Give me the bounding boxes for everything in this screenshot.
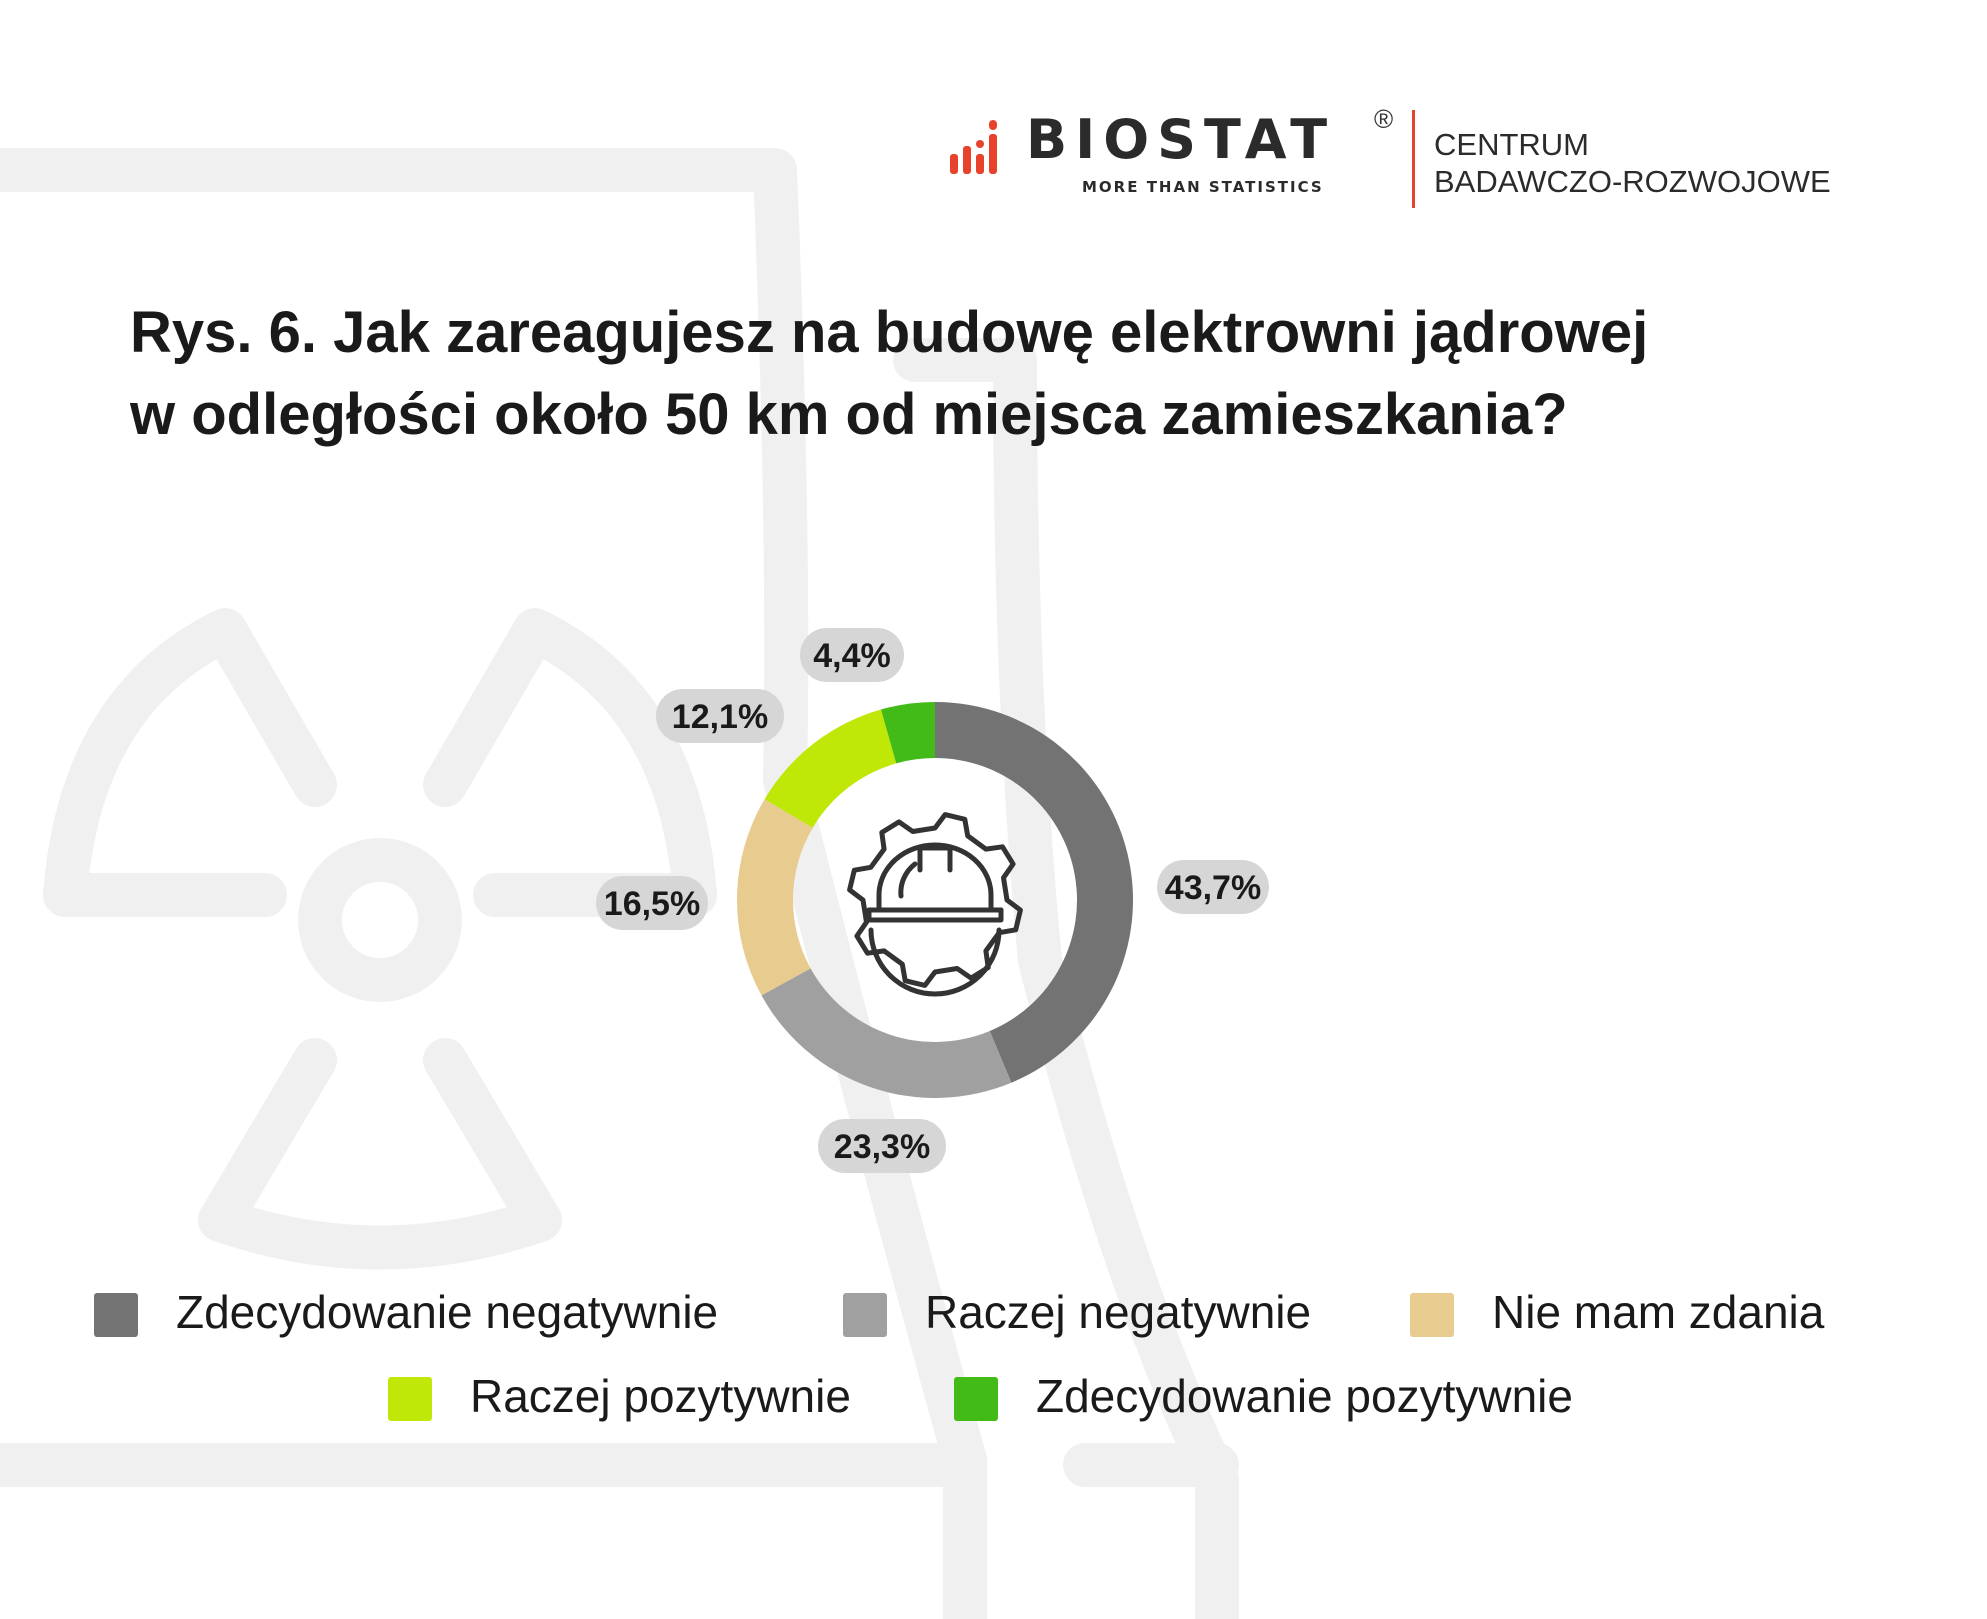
donut-slice <box>935 702 1133 1083</box>
legend-swatch <box>954 1377 998 1421</box>
legend-label: Zdecydowanie pozytywnie <box>1036 1370 1573 1422</box>
data-label: 12,1% <box>656 689 784 743</box>
data-label-pill <box>1157 860 1269 914</box>
donut-data-labels: 43,7% 23,3% 16,5% 12,1% 4,4% <box>596 628 1269 1173</box>
research-center-label: CENTRUM BADAWCZO-ROZWOJOWE <box>1434 126 1831 200</box>
legend-label: Raczej pozytywnie <box>470 1370 851 1422</box>
data-label-text: 12,1% <box>672 698 768 736</box>
center-line-1: CENTRUM <box>1434 127 1589 162</box>
brand-tagline: MORE THAN STATISTICS <box>1082 178 1324 196</box>
legend-row-1: Zdecydowanie negatywnie Raczej negatywni… <box>0 1282 1987 1342</box>
hard-hat-gear-icon <box>847 812 1023 997</box>
center-line-2: BADAWCZO-ROZWOJOWE <box>1434 164 1831 199</box>
data-label-text: 16,5% <box>604 885 700 923</box>
radiation-symbol-icon <box>43 608 717 1270</box>
donut-slice <box>761 968 1012 1098</box>
data-label-pill <box>656 689 784 743</box>
brand-name: BIOSTAT <box>1026 108 1336 171</box>
data-label: 23,3% <box>818 1119 946 1173</box>
legend-swatch <box>388 1377 432 1421</box>
data-label-pill <box>818 1119 946 1173</box>
bar-chart-logo-icon <box>950 120 997 174</box>
data-label-text: 43,7% <box>1165 869 1261 907</box>
data-label-pill <box>596 876 708 930</box>
donut-slices <box>737 702 1133 1098</box>
logo-divider <box>1412 110 1415 208</box>
legend-label: Nie mam zdania <box>1492 1286 1825 1338</box>
chart-title-line-2: w odległości około 50 km od miejsca zami… <box>130 382 1568 447</box>
donut-slice <box>737 799 813 996</box>
donut-slice <box>764 709 897 828</box>
legend-label: Raczej negatywnie <box>925 1286 1312 1338</box>
donut-slice <box>880 702 935 764</box>
legend-label: Zdecydowanie negatywnie <box>176 1286 719 1338</box>
chart-title: Rys. 6. Jak zareagujesz na budowę elektr… <box>130 292 1830 456</box>
data-label: 43,7% <box>1157 860 1269 914</box>
data-label: 16,5% <box>596 876 708 930</box>
data-label-pill <box>800 628 904 682</box>
legend-swatch <box>94 1293 138 1337</box>
registered-mark: ® <box>1374 104 1394 134</box>
biostat-logo: BIOSTAT ® MORE THAN STATISTICS CENTRUM B… <box>950 104 1850 212</box>
legend-swatch <box>843 1293 887 1337</box>
data-label: 4,4% <box>800 628 904 682</box>
legend-row-2: Raczej pozytywnie Zdecydowanie pozytywni… <box>0 1366 1987 1426</box>
chart-title-line-1: Rys. 6. Jak zareagujesz na budowę elektr… <box>130 300 1649 365</box>
legend-swatch <box>1410 1293 1454 1337</box>
data-label-text: 4,4% <box>813 637 891 675</box>
data-label-text: 23,3% <box>834 1128 930 1166</box>
